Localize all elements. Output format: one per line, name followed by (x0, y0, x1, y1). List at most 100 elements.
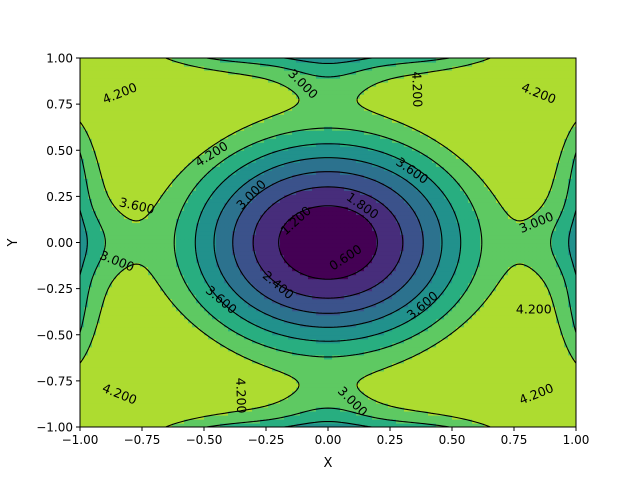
contour-fill-cell (92, 342, 97, 348)
contour-fill-cell (544, 366, 549, 372)
contour-fill-cell (524, 342, 529, 348)
contour-fill-cell (516, 274, 521, 280)
contour-fill-cell (328, 274, 333, 280)
contour-fill-cell (264, 410, 269, 416)
contour-fill-cell (436, 358, 441, 364)
contour-fill-cell (332, 362, 337, 368)
contour-fill-cell (228, 358, 233, 364)
contour-fill-cell (288, 390, 293, 396)
contour-fill-cell (164, 290, 169, 296)
contour-fill-cell (332, 386, 337, 392)
contour-fill-cell (324, 294, 329, 300)
contour-fill-cell (276, 274, 281, 280)
contour-fill-cell (540, 322, 545, 328)
contour-fill-cell (472, 334, 477, 340)
contour-fill-cell (548, 306, 553, 312)
contour-fill-cell (316, 318, 321, 324)
contour-fill-cell (268, 326, 273, 332)
contour-fill-cell (324, 374, 329, 380)
contour-fill-cell (84, 278, 89, 284)
contour-fill-cell (496, 410, 501, 416)
contour-fill-cell (492, 322, 497, 328)
contour-fill-cell (564, 298, 569, 304)
contour-fill-cell (272, 402, 277, 408)
contour-fill-cell (544, 314, 549, 320)
contour-fill-cell (368, 422, 373, 427)
contour-fill-cell (432, 334, 437, 340)
contour-fill-cell (344, 318, 349, 324)
contour-fill-cell (272, 318, 277, 324)
contour-fill-cell (216, 378, 221, 384)
contour-fill-cell (88, 414, 93, 420)
contour-fill-cell (84, 362, 89, 368)
contour-fill-cell (148, 342, 153, 348)
contour-fill-cell (140, 334, 145, 340)
contour-fill-cell (368, 306, 373, 312)
contour-fill-cell (236, 382, 241, 388)
contour-fill-cell (124, 306, 129, 312)
contour-fill-cell (248, 334, 253, 340)
contour-fill-cell (176, 334, 181, 340)
contour-fill-cell (408, 326, 413, 332)
contour-fill-cell (108, 294, 113, 300)
contour-fill-cell (516, 270, 521, 276)
contour-fill-cell (388, 290, 393, 296)
contour-fill-cell (132, 402, 137, 408)
contour-fill-cell (268, 378, 273, 384)
contour-fill-cell (476, 358, 481, 364)
contour-fill-cell (468, 278, 473, 284)
contour-fill-cell (208, 358, 213, 364)
contour-fill-cell (212, 350, 217, 356)
contour-fill-cell (556, 398, 561, 404)
contour-fill-cell (216, 326, 221, 332)
contour-fill-cell (396, 298, 401, 304)
contour-fill-cell (148, 406, 153, 412)
contour-fill-cell (304, 286, 309, 292)
contour-fill-cell (176, 406, 181, 412)
contour-fill-cell (108, 422, 113, 427)
contour-fill-cell (376, 306, 381, 312)
contour-fill-cell (168, 266, 173, 272)
contour-fill-cell (344, 302, 349, 308)
contour-fill-cell (376, 402, 381, 408)
contour-fill-cell (420, 326, 425, 332)
contour-fill-cell (256, 402, 261, 408)
contour-fill-cell (124, 362, 129, 368)
contour-fill-cell (260, 278, 265, 284)
contour-fill-cell (236, 294, 241, 300)
contour-fill-cell (284, 354, 289, 360)
contour-fill-cell (216, 358, 221, 364)
contour-fill-cell (516, 366, 521, 372)
contour-fill-cell (92, 410, 97, 416)
contour-fill-cell (432, 394, 437, 400)
contour-fill-cell (544, 378, 549, 384)
contour-fill-cell (572, 302, 576, 308)
contour-fill-cell (88, 334, 93, 340)
contour-fill-cell (324, 394, 329, 400)
contour-fill-cell (192, 350, 197, 356)
contour-fill-cell (368, 302, 373, 308)
contour-fill-cell (496, 358, 501, 364)
contour-fill-cell (164, 378, 169, 384)
contour-fill-cell (144, 286, 149, 292)
contour-fill-cell (336, 398, 341, 404)
contour-fill-cell (420, 282, 425, 288)
contour-fill-cell (464, 358, 469, 364)
contour-fill-cell (408, 338, 413, 344)
contour-fill-cell (472, 326, 477, 332)
contour-fill-cell (448, 386, 453, 392)
contour-fill-cell (380, 350, 385, 356)
contour-fill-cell (520, 342, 525, 348)
contour-fill-cell (264, 274, 269, 280)
contour-fill-cell (572, 350, 576, 356)
contour-fill-cell (296, 338, 301, 344)
contour-fill-cell (344, 330, 349, 336)
contour-fill-cell (392, 366, 397, 372)
contour-fill-cell (384, 370, 389, 376)
contour-fill-cell (172, 414, 177, 420)
contour-fill-cell (492, 354, 497, 360)
contour-fill-cell (164, 402, 169, 408)
contour-fill-cell (260, 414, 265, 420)
contour-fill-cell (240, 410, 245, 416)
contour-fill-cell (444, 350, 449, 356)
